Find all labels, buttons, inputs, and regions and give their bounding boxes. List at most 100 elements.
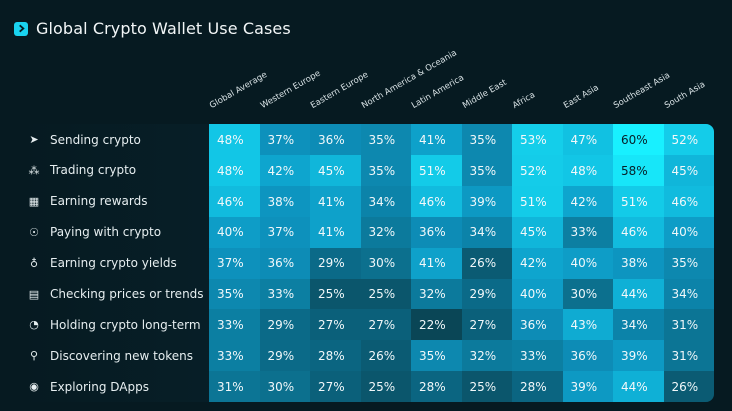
search-icon: ⚲: [29, 349, 39, 363]
pay-hand-icon: ☉: [29, 225, 39, 239]
heatmap-cell: 47%: [562, 124, 614, 156]
heatmap-cell: 60%: [613, 124, 665, 156]
row-label: ◔ Holding crypto long-term: [28, 309, 201, 340]
heatmap-cell: 29%: [259, 340, 311, 372]
heatmap-cell: 42%: [562, 185, 614, 218]
heatmap-cell: 40%: [512, 278, 564, 310]
heatmap-cell: 46%: [613, 216, 665, 249]
heatmap-cell: 36%: [562, 340, 614, 372]
heatmap-cell: 41%: [310, 216, 362, 249]
row-label-text: Holding crypto long-term: [50, 317, 201, 332]
heatmap-cell: 30%: [259, 371, 311, 402]
heatmap-cell: 36%: [259, 247, 311, 280]
heatmap-cell: 30%: [562, 278, 614, 310]
heatmap-cell: 51%: [512, 185, 564, 218]
row-label: ♁ Earning crypto yields: [28, 248, 177, 279]
heatmap-cell: 32%: [360, 216, 412, 249]
column-label: Africa: [511, 90, 538, 111]
heatmap-cell: 26%: [663, 371, 714, 402]
row-label: ⚲ Discovering new tokens: [28, 340, 193, 371]
heatmap-cell: 26%: [461, 247, 513, 280]
heatmap-cell: 35%: [411, 340, 463, 372]
heatmap-cell: 37%: [209, 247, 261, 280]
heatmap-cell: 43%: [562, 309, 614, 341]
heatmap-cell: 41%: [411, 247, 463, 280]
trading-icon: ⁂: [28, 163, 40, 177]
heatmap-cell: 25%: [461, 371, 513, 402]
heatmap-cell: 35%: [461, 124, 513, 156]
heatmap-cell: 35%: [663, 247, 714, 280]
column-label: South Asia: [662, 79, 707, 111]
heatmap-cell: 26%: [360, 340, 412, 372]
heatmap-cell: 51%: [411, 154, 463, 187]
heatmap-cell: 27%: [310, 371, 362, 402]
row-label-text: Paying with crypto: [50, 225, 162, 240]
heatmap-cell: 42%: [512, 247, 564, 280]
heatmap-cell: 36%: [512, 309, 564, 341]
row-label-text: Exploring DApps: [50, 379, 150, 394]
heatmap-cell: 35%: [209, 278, 261, 310]
heatmap-cell: 35%: [360, 154, 412, 187]
heatmap-cell: 46%: [209, 185, 261, 218]
heatmap-cell: 31%: [209, 371, 261, 402]
heatmap-cell: 46%: [663, 185, 714, 218]
heatmap: ➤ Sending crypto 48% 37% 36% 35% 41% 35% 53% 47% 6…: [20, 124, 714, 402]
heatmap-cell: 44%: [613, 371, 665, 402]
heatmap-cell: 41%: [310, 185, 362, 218]
heatmap-cell: 27%: [310, 309, 362, 341]
heatmap-cell: 34%: [663, 278, 714, 310]
heatmap-cell: 29%: [461, 278, 513, 310]
row-label-text: Trading crypto: [50, 163, 137, 178]
column-label: East Asia: [561, 82, 601, 111]
yield-icon: ♁: [29, 256, 39, 270]
heatmap-cell: 38%: [613, 247, 665, 280]
heatmap-cell: 25%: [360, 371, 412, 402]
heatmap-cell: 45%: [512, 216, 564, 249]
heatmap-cell: 39%: [613, 340, 665, 372]
heatmap-cell: 33%: [209, 309, 261, 341]
row-label: ☉ Paying with crypto: [28, 217, 161, 248]
heatmap-cell: 48%: [209, 154, 261, 187]
heatmap-cell: 28%: [310, 340, 362, 372]
heatmap-cell: 36%: [310, 124, 362, 156]
row-label: ▤ Checking prices or trends: [28, 279, 204, 310]
heatmap-cell: 28%: [411, 371, 463, 402]
heatmap-cell: 40%: [209, 216, 261, 249]
heatmap-cell: 32%: [461, 340, 513, 372]
row-label: ➤ Sending crypto: [28, 124, 141, 155]
clock-icon: ◔: [29, 318, 39, 332]
heatmap-cell: 58%: [613, 154, 665, 187]
heatmap-cell: 27%: [461, 309, 513, 341]
heatmap-cell: 45%: [310, 154, 362, 187]
heatmap-cell: 33%: [562, 216, 614, 249]
heatmap-cell: 33%: [512, 340, 564, 372]
heatmap-cell: 33%: [259, 278, 311, 310]
chart-title: Global Crypto Wallet Use Cases: [14, 19, 291, 38]
heatmap-cell: 33%: [209, 340, 261, 372]
heatmap-cell: 32%: [411, 278, 463, 310]
heatmap-cell: 48%: [209, 124, 261, 156]
heatmap-cell: 27%: [360, 309, 412, 341]
heatmap-cell: 45%: [663, 154, 714, 187]
heatmap-cell: 52%: [663, 124, 714, 156]
heatmap-cell: 25%: [360, 278, 412, 310]
heatmap-cell: 38%: [259, 185, 311, 218]
heatmap-cell: 25%: [310, 278, 362, 310]
heatmap-cell: 53%: [512, 124, 564, 156]
column-label: Southeast Asia: [612, 70, 672, 111]
heatmap-cell: 22%: [411, 309, 463, 341]
heatmap-cell: 36%: [411, 216, 463, 249]
heatmap-cell: 41%: [411, 124, 463, 156]
heatmap-cell: 28%: [512, 371, 564, 402]
row-label-text: Discovering new tokens: [50, 348, 193, 363]
row-label-text: Earning rewards: [50, 194, 148, 209]
send-icon: ➤: [29, 133, 39, 146]
chevron-right-icon: [14, 21, 28, 36]
compass-icon: ◉: [29, 380, 39, 394]
row-label-text: Sending crypto: [50, 132, 141, 147]
heatmap-cell: 31%: [663, 340, 714, 372]
heatmap-cell: 48%: [562, 154, 614, 187]
heatmap-cell: 52%: [512, 154, 564, 187]
heatmap-cell: 40%: [562, 247, 614, 280]
column-label: Middle East: [460, 77, 509, 111]
